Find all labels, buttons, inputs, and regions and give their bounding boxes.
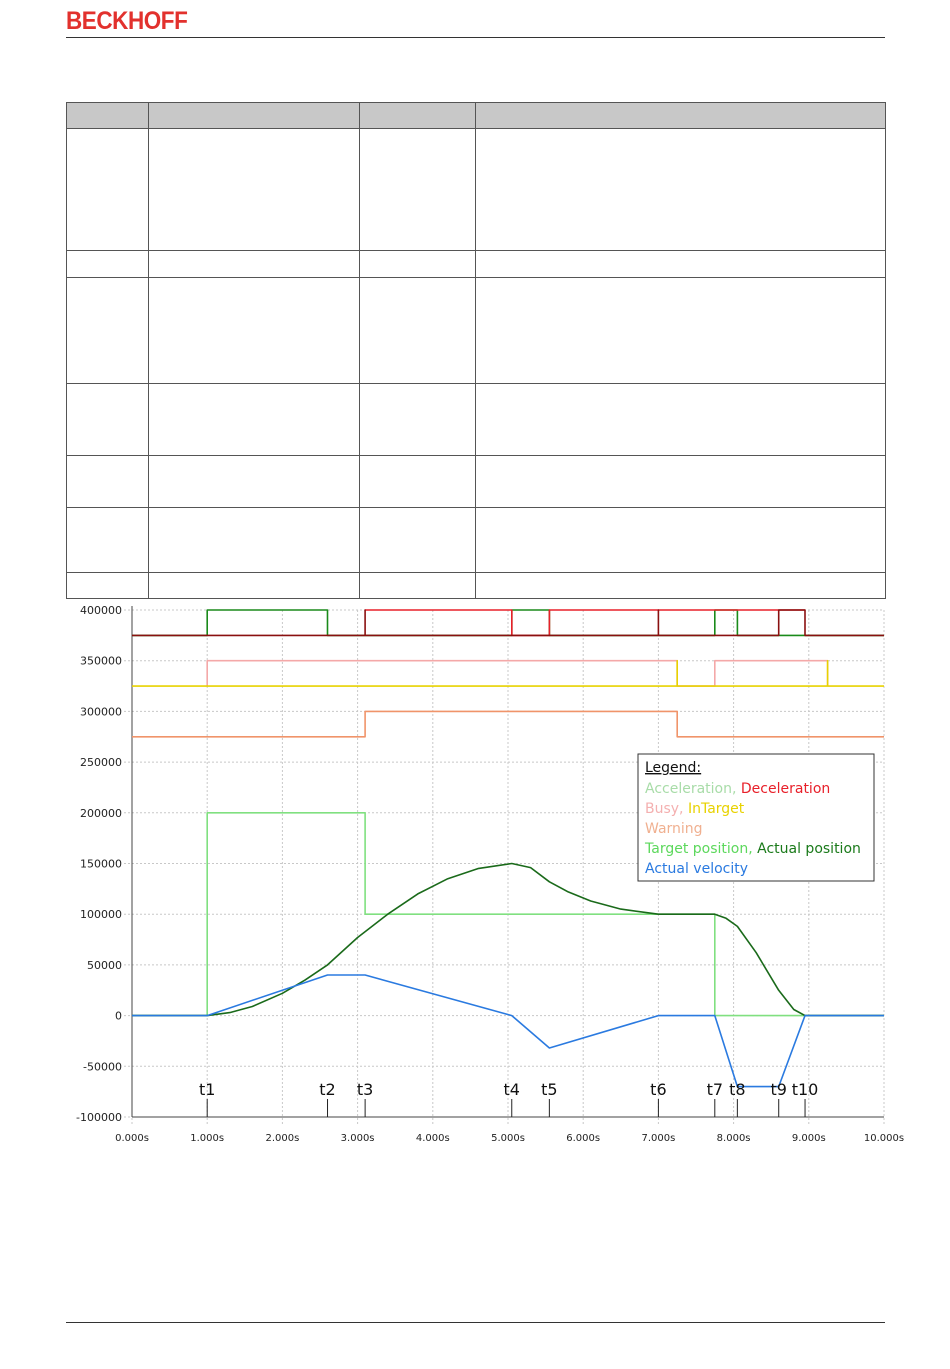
table-cell [359,455,476,508]
specification-table [66,102,886,599]
x-tick-label: 10.000s [864,1133,904,1144]
legend-title: Legend: [645,760,701,776]
table-cell [148,507,360,573]
table-row [66,572,886,599]
x-tick-label: 5.000s [491,1133,525,1144]
marker-label: t9 [770,1080,786,1099]
marker-label: t1 [199,1080,215,1099]
timing-chart: 400000 350000 300000 250000 200000 150000 1000… [76,604,904,1144]
y-tick-label: 0 [115,1010,122,1023]
table-cell [359,277,476,384]
table-cell [148,455,360,508]
table-cell [475,507,886,573]
legend-entry: Warning [645,821,703,837]
table-cell [66,383,149,456]
table-cell [66,507,149,573]
table-cell [475,128,886,251]
table-cell [148,572,360,599]
table-cell [475,572,886,599]
table-header-cell [359,102,476,129]
y-tick-label: -100000 [76,1111,122,1124]
x-tick-label: 0.000s [115,1133,149,1144]
table-cell [359,507,476,573]
legend-entry: Busy, InTarget [645,801,745,817]
table-cell [475,277,886,384]
legend-box [637,753,875,882]
table-header-cell [148,102,360,129]
marker-label: t8 [729,1080,745,1099]
legend-item-label: InTarget [684,801,745,817]
y-tick-label: 50000 [87,959,122,972]
table-header-row [66,102,886,129]
legend-item-label: Acceleration, [645,781,736,797]
series-deceleration-line [365,609,805,637]
y-tick-label: 150000 [80,858,122,871]
legend-entry: Acceleration, Deceleration [645,781,830,797]
marker-label: t6 [650,1080,666,1099]
marker-label: t10 [792,1080,819,1099]
x-tick-label: 6.000s [566,1133,600,1144]
table-cell [475,250,886,278]
table-cell [66,455,149,508]
table-cell [66,250,149,278]
table-header-cell [66,102,149,129]
y-tick-label: 250000 [80,756,122,769]
y-tick-label: 300000 [80,705,122,718]
x-tick-label: 9.000s [792,1133,826,1144]
table-cell [148,277,360,384]
legend-item-label: Busy, [645,801,684,817]
x-tick-label: 8.000s [717,1133,751,1144]
series-deceleration-base-line [132,609,884,637]
table-row [66,250,886,278]
series-warning-line [132,710,884,738]
table-row [66,128,886,251]
table-cell [359,128,476,251]
y-tick-label: 350000 [80,655,122,668]
header-rule [66,37,885,38]
y-tick-label: -50000 [83,1060,122,1073]
y-tick-label: 400000 [80,604,122,617]
table-cell [475,383,886,456]
table-cell [148,128,360,251]
table-cell [359,383,476,456]
table-cell [66,128,149,251]
table-row [66,455,886,508]
table-cell [148,250,360,278]
table-row [66,383,886,456]
brand-logo: BECKHOFF [66,7,188,35]
x-tick-label: 3.000s [341,1133,375,1144]
table-cell [359,250,476,278]
table-row [66,507,886,573]
legend-item-label: Warning [645,821,703,837]
x-tick-label: 4.000s [416,1133,450,1144]
legend-item-label: Actual position [753,841,861,857]
marker-label: t4 [504,1080,520,1099]
legend-item-label: Actual velocity [645,861,748,877]
marker-label: t5 [541,1080,557,1099]
series-busy-line [206,659,829,687]
legend-entry: Target position, Actual position [644,841,861,857]
marker-label: t7 [707,1080,723,1099]
marker-label: t2 [319,1080,335,1099]
table-cell [475,455,886,508]
table-cell [359,572,476,599]
table-header-cell [475,102,886,129]
legend-entry: Actual velocity [645,861,748,877]
legend-item-label: Deceleration [736,781,830,797]
series-intarget-line [132,659,884,687]
x-tick-label: 7.000s [641,1133,675,1144]
table-cell [66,277,149,384]
footer-rule [66,1322,885,1323]
y-tick-label: 100000 [80,908,122,921]
series-actual-velocity-line [132,974,884,1088]
x-tick-label: 2.000s [265,1133,299,1144]
marker-label: t3 [357,1080,373,1099]
series-target-position-line [132,812,884,1017]
x-tick-label: 1.000s [190,1133,224,1144]
table-cell [148,383,360,456]
y-tick-label: 200000 [80,807,122,820]
legend-item-label: Target position, [644,841,753,857]
table-cell [66,572,149,599]
table-row [66,277,886,384]
